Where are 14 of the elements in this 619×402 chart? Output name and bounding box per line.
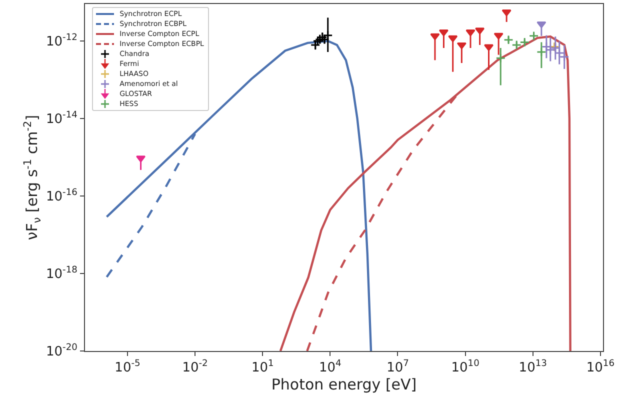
x-tick-label: 10$^{4}$ <box>319 359 342 376</box>
x-tick-label: 10$^{-2}$ <box>182 359 208 376</box>
x-axis-title: Photon energy [eV] <box>271 376 417 394</box>
x-tick-label: 10$^{10}$ <box>451 359 480 376</box>
x-tick-label: 10$^{1}$ <box>251 359 274 376</box>
x-tick-label: 10$^{-5}$ <box>114 359 140 376</box>
x-tick-label: 10$^{7}$ <box>386 359 410 376</box>
x-tick-label: 10$^{16}$ <box>586 359 615 376</box>
x-tick-label: 10$^{13}$ <box>518 359 548 376</box>
y-tick-label: 10$^{-20}$ <box>46 343 78 360</box>
y-tick-label: 10$^{-18}$ <box>46 266 78 282</box>
y-tick-label: 10$^{-16}$ <box>46 188 78 205</box>
y-tick-label: 10$^{-14}$ <box>46 110 78 128</box>
y-tick-label: 10$^{-12}$ <box>46 33 78 50</box>
